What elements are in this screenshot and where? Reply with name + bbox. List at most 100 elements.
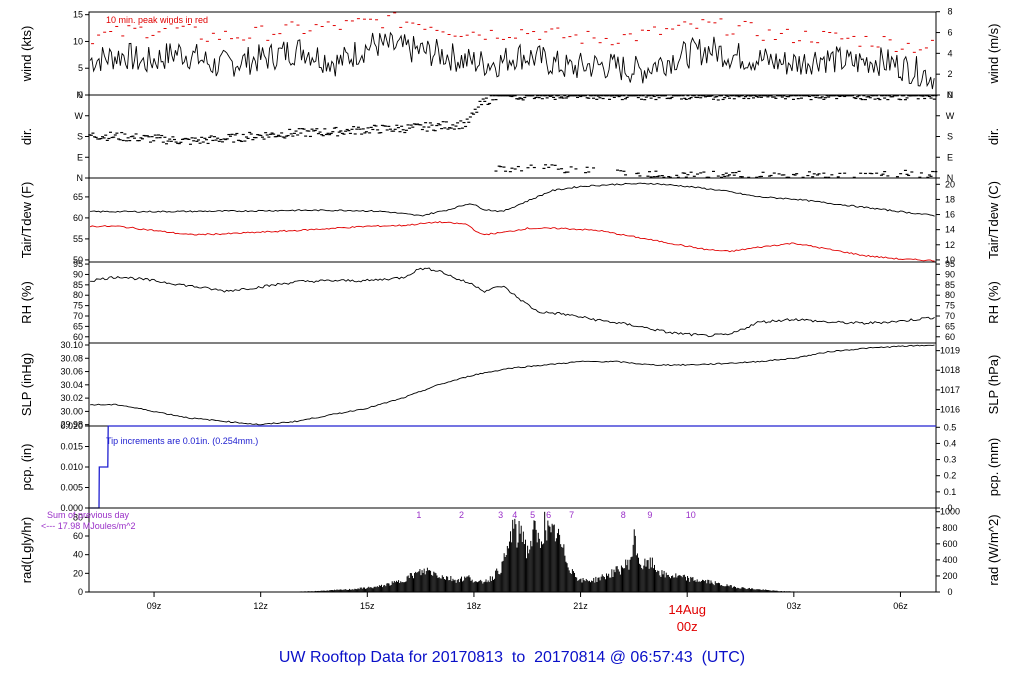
ytick-label-right: 18 bbox=[945, 194, 955, 204]
y-axis-title-left: rad(Lgly/hr) bbox=[19, 517, 34, 583]
ytick-label-right: 1017 bbox=[940, 385, 960, 395]
y-axis-title-right: RH (%) bbox=[986, 281, 1001, 324]
ytick-label-left: 60 bbox=[73, 332, 83, 342]
panel-wind: 0 5 10 15 0 2 4 6 8 wind (kts) wind (m/s) 10 min. p… bbox=[19, 7, 1001, 100]
y-axis-title-right: dir. bbox=[986, 128, 1001, 145]
ytick-label-left: 15 bbox=[73, 10, 83, 20]
xtick-label: 12z bbox=[253, 601, 268, 611]
hour-label: 10 bbox=[686, 510, 696, 520]
ytick-label-right: W bbox=[946, 111, 955, 121]
ytick-label-right: 0.1 bbox=[944, 487, 957, 497]
xtick-label: 03z bbox=[787, 601, 802, 611]
xtick-label: 06z bbox=[893, 601, 908, 611]
ytick-label-left: 80 bbox=[73, 512, 83, 522]
ytick-label-left: 60 bbox=[73, 531, 83, 541]
peak-wind-note: 10 min. peak winds in red bbox=[106, 15, 208, 25]
y-axis-title-left: pcp. (in) bbox=[19, 444, 34, 491]
ytick-label-left: 0.010 bbox=[60, 462, 83, 472]
ytick-label-right: 16 bbox=[945, 210, 955, 220]
ytick-label-left: 0.015 bbox=[60, 442, 83, 452]
date-marker-time: 00z bbox=[677, 619, 698, 634]
ytick-label-left: W bbox=[75, 111, 84, 121]
ytick-label-right: 1016 bbox=[940, 404, 960, 414]
ytick-label-right: 0.3 bbox=[944, 455, 957, 465]
ytick-label-left: 50 bbox=[73, 255, 83, 265]
xtick-label: 15z bbox=[360, 601, 375, 611]
ytick-label-left: 30.10 bbox=[60, 340, 83, 350]
hour-label: 5 bbox=[530, 510, 535, 520]
ytick-label-right: 0 bbox=[947, 90, 952, 100]
series-line-rh bbox=[90, 267, 935, 338]
hour-label: 9 bbox=[647, 510, 652, 520]
ytick-label-left: 29.98 bbox=[60, 420, 83, 430]
series-line-tair bbox=[90, 182, 935, 217]
y-axis-title-right: SLP (hPa) bbox=[986, 355, 1001, 415]
ytick-label-right: 20 bbox=[945, 179, 955, 189]
ytick-label-right: 4 bbox=[947, 48, 952, 58]
ytick-label-left: 30.08 bbox=[60, 353, 83, 363]
ytick-label-left: 90 bbox=[73, 269, 83, 279]
date-marker-date: 14Aug bbox=[668, 602, 706, 617]
ytick-label-right: N bbox=[947, 90, 954, 100]
ytick-label-left: 65 bbox=[73, 321, 83, 331]
y-axis-title-left: Tair/Tdew (F) bbox=[19, 182, 34, 259]
y-axis-title-right: wind (m/s) bbox=[986, 24, 1001, 85]
y-axis-title-left: RH (%) bbox=[19, 281, 34, 324]
y-axis-title-left: SLP (inHg) bbox=[19, 353, 34, 416]
panel-frame-temp bbox=[88, 177, 937, 263]
ytick-label-left: 40 bbox=[73, 550, 83, 560]
ytick-label-left: N bbox=[77, 90, 84, 100]
ytick-label-right: 70 bbox=[945, 311, 955, 321]
ytick-label-right: 400 bbox=[942, 555, 957, 565]
ytick-label-left: N bbox=[77, 173, 84, 183]
ytick-label-left: 30.04 bbox=[60, 380, 83, 390]
ytick-label-right: 12 bbox=[945, 240, 955, 250]
ytick-label-left: 20 bbox=[73, 568, 83, 578]
ytick-label-right: 8 bbox=[947, 7, 952, 17]
ytick-label-right: S bbox=[947, 132, 953, 142]
rad-sum-note-line2: <--- 17.98 MJoules/m^2 bbox=[41, 521, 136, 531]
hour-label: 8 bbox=[621, 510, 626, 520]
x-axis: 09z 12z 15z 18z 21z 03z 06z 14Aug 00z bbox=[147, 592, 908, 634]
ytick-label-left: 0 bbox=[78, 90, 83, 100]
ytick-label-right: 800 bbox=[942, 523, 957, 533]
ytick-label-right: 1000 bbox=[940, 507, 960, 517]
hour-label: 4 bbox=[512, 510, 517, 520]
ytick-label-left: 0.005 bbox=[60, 483, 83, 493]
hour-label: 1 bbox=[416, 510, 421, 520]
ytick-label-right: 0.2 bbox=[944, 471, 957, 481]
y-axis-title-left: wind (kts) bbox=[19, 26, 34, 83]
ytick-label-left: 60 bbox=[73, 213, 83, 223]
xtick-label: 18z bbox=[467, 601, 482, 611]
ytick-label-left: 0.020 bbox=[60, 421, 83, 431]
ytick-label-left: E bbox=[77, 152, 83, 162]
y-axis-title-left: dir. bbox=[19, 128, 34, 145]
hour-label: 7 bbox=[569, 510, 574, 520]
panel-frame-rh bbox=[88, 261, 937, 344]
panel-frame-dir bbox=[88, 94, 937, 179]
y-axis-title-right: rad (W/m^2) bbox=[986, 514, 1001, 585]
ytick-label-left: 95 bbox=[73, 259, 83, 269]
ytick-label-right: 65 bbox=[945, 321, 955, 331]
ytick-label-right: N bbox=[947, 173, 954, 183]
panel-temp: 50 55 60 65 10 12 14 16 18 20 Tair/Tdew (F) Tair/Td… bbox=[19, 177, 1001, 265]
ytick-label-left: 0.000 bbox=[60, 503, 83, 513]
panel-slp: 29.98 30.00 30.02 30.04 30.06 30.08 30.10 1016 1… bbox=[19, 340, 1001, 430]
ytick-label-left: S bbox=[77, 132, 83, 142]
y-axis-title-right: Tair/Tdew (C) bbox=[986, 181, 1001, 259]
xtick-label: 09z bbox=[147, 601, 162, 611]
ytick-label-right: 1019 bbox=[940, 346, 960, 356]
rad-sum-note-line1: Sum of previous day bbox=[47, 510, 130, 520]
hour-label: 6 bbox=[546, 510, 551, 520]
panel-pcp: 0.000 0.005 0.010 0.015 0.020 0 0.1 0.2 0.3 0.4 0.… bbox=[19, 421, 1001, 513]
ytick-label-right: 6 bbox=[947, 28, 952, 38]
panel-frame-wind bbox=[88, 11, 937, 96]
ytick-label-left: 75 bbox=[73, 301, 83, 311]
ytick-label-right: 95 bbox=[945, 259, 955, 269]
ytick-label-right: 80 bbox=[945, 290, 955, 300]
ytick-label-left: 30.02 bbox=[60, 393, 83, 403]
